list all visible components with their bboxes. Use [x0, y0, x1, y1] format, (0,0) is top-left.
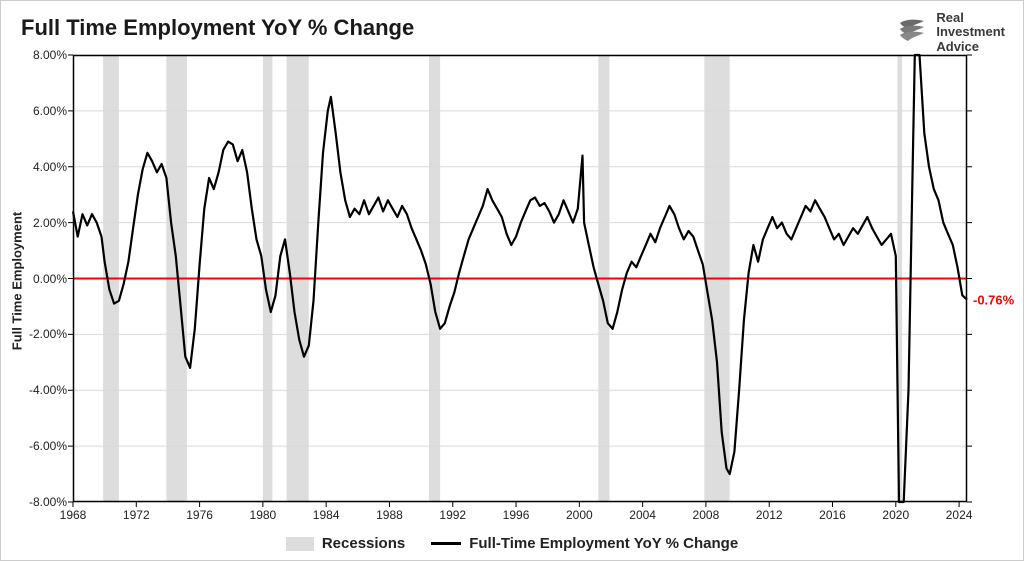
- brand-line3: Advice: [936, 40, 1005, 54]
- legend-recessions: Recessions: [286, 535, 405, 552]
- chart-container: Full Time Employment YoY % Change Real I…: [0, 0, 1024, 561]
- x-tick-label: 1996: [503, 508, 530, 522]
- y-tick-label: -6.00%: [29, 439, 67, 453]
- eagle-icon: [896, 15, 930, 49]
- legend: Recessions Full-Time Employment YoY % Ch…: [1, 535, 1023, 552]
- x-tick-label: 1972: [123, 508, 150, 522]
- y-tick-label: 4.00%: [33, 160, 67, 174]
- x-tick-label: 2016: [819, 508, 846, 522]
- y-tick-label: 2.00%: [33, 216, 67, 230]
- x-tick-label: 1976: [186, 508, 213, 522]
- brand-text: Real Investment Advice: [936, 11, 1005, 54]
- x-tick-label: 2020: [882, 508, 909, 522]
- legend-line: Full-Time Employment YoY % Change: [431, 535, 738, 552]
- y-tick-label: 0.00%: [33, 272, 67, 286]
- legend-swatch-line: [431, 542, 461, 545]
- x-tick-label: 1992: [439, 508, 466, 522]
- chart-title: Full Time Employment YoY % Change: [21, 15, 414, 41]
- x-tick-label: 2012: [756, 508, 783, 522]
- legend-label-recessions: Recessions: [322, 535, 405, 552]
- legend-swatch-recessions: [286, 537, 314, 551]
- x-tick-label: 1984: [313, 508, 340, 522]
- x-tick-label: 1988: [376, 508, 403, 522]
- y-axis-label: Full Time Employment: [10, 211, 25, 349]
- x-tick-label: 1968: [60, 508, 87, 522]
- brand-line2: Investment: [936, 25, 1005, 39]
- legend-label-line: Full-Time Employment YoY % Change: [469, 535, 738, 552]
- final-value-label: -0.76%: [973, 292, 1014, 307]
- x-tick-label: 2000: [566, 508, 593, 522]
- y-tick-label: -8.00%: [29, 495, 67, 509]
- plot-area: -8.00%-6.00%-4.00%-2.00%0.00%2.00%4.00%6…: [73, 55, 967, 502]
- y-tick-label: -2.00%: [29, 327, 67, 341]
- brand-line1: Real: [936, 11, 1005, 25]
- brand-logo: Real Investment Advice: [896, 11, 1005, 54]
- y-tick-label: 6.00%: [33, 104, 67, 118]
- x-tick-label: 1980: [250, 508, 277, 522]
- y-tick-label: -4.00%: [29, 383, 67, 397]
- x-tick-label: 2008: [693, 508, 720, 522]
- y-tick-label: 8.00%: [33, 48, 67, 62]
- chart-svg: [73, 55, 967, 502]
- x-tick-label: 2004: [629, 508, 656, 522]
- x-tick-label: 2024: [946, 508, 973, 522]
